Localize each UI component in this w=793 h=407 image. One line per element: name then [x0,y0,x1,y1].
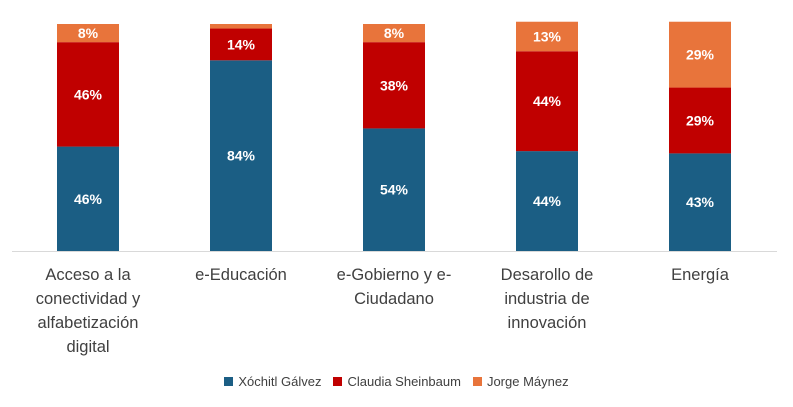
category-label: e-Gobierno y e- Ciudadano [319,263,469,311]
category-label-line: innovación [507,314,587,332]
category-label-line: conectividad y [35,290,141,308]
data-label: 38% [380,77,409,93]
data-label: 14% [227,36,256,52]
data-label: 8% [384,25,405,41]
bar-segment [363,24,425,43]
bar-segment [516,51,578,152]
bar-segment [210,60,272,251]
data-label: 13% [533,28,562,44]
legend: Xóchitl Gálvez Claudia Sheinbaum Jorge Máy… [0,374,793,389]
category-label-line: Acceso a la [45,266,131,284]
category-label-line: e-Gobierno y e- [336,266,452,284]
legend-swatch [333,377,343,386]
category-label: Energía [625,263,775,287]
bar-segment [669,87,731,154]
category-label-line: Desarollo de [500,266,594,284]
category-label-line: industria de [504,290,590,308]
data-label: 29% [686,112,715,128]
bar-segment [57,42,119,147]
legend-label: Claudia Sheinbaum [347,374,461,389]
legend-item: Claudia Sheinbaum [333,374,461,389]
legend-item: Xóchitl Gálvez [224,374,321,389]
bar-segment [363,128,425,251]
data-label: 84% [227,148,256,164]
legend-swatch [224,377,234,386]
bar-segment [57,146,119,251]
data-label: 54% [380,182,409,198]
legend-label: Xóchitl Gálvez [238,374,322,389]
data-label: 46% [74,191,103,207]
data-label: 8% [78,25,99,41]
bar-segment [57,24,119,43]
category-label: e-Educación [166,263,316,287]
data-label: 46% [74,86,103,102]
data-label: 44% [533,193,562,209]
data-label: 29% [686,47,715,63]
bar-segment [210,24,272,29]
data-label: 43% [686,194,715,210]
bar-segment [516,151,578,251]
bar-segment [669,153,731,251]
legend-item: Jorge Máynez [472,374,569,389]
data-label: 44% [533,93,562,109]
category-label: Acceso a la conectividad y alfabetización d… [13,263,163,359]
bar-segment [210,28,272,61]
category-label-line: Energía [671,266,729,284]
bar-segment [516,21,578,52]
bar-segment [363,42,425,129]
legend-label: Jorge Máynez [486,374,569,389]
legend-swatch [472,377,482,386]
category-label-line: e-Educación [195,266,287,284]
category-label: Desarollo de industria de innovación [472,263,622,335]
bar-segment [669,21,731,88]
category-label-line: Ciudadano [354,290,434,308]
category-label-line: digital [66,338,110,356]
category-label-line: alfabetización [37,314,139,332]
